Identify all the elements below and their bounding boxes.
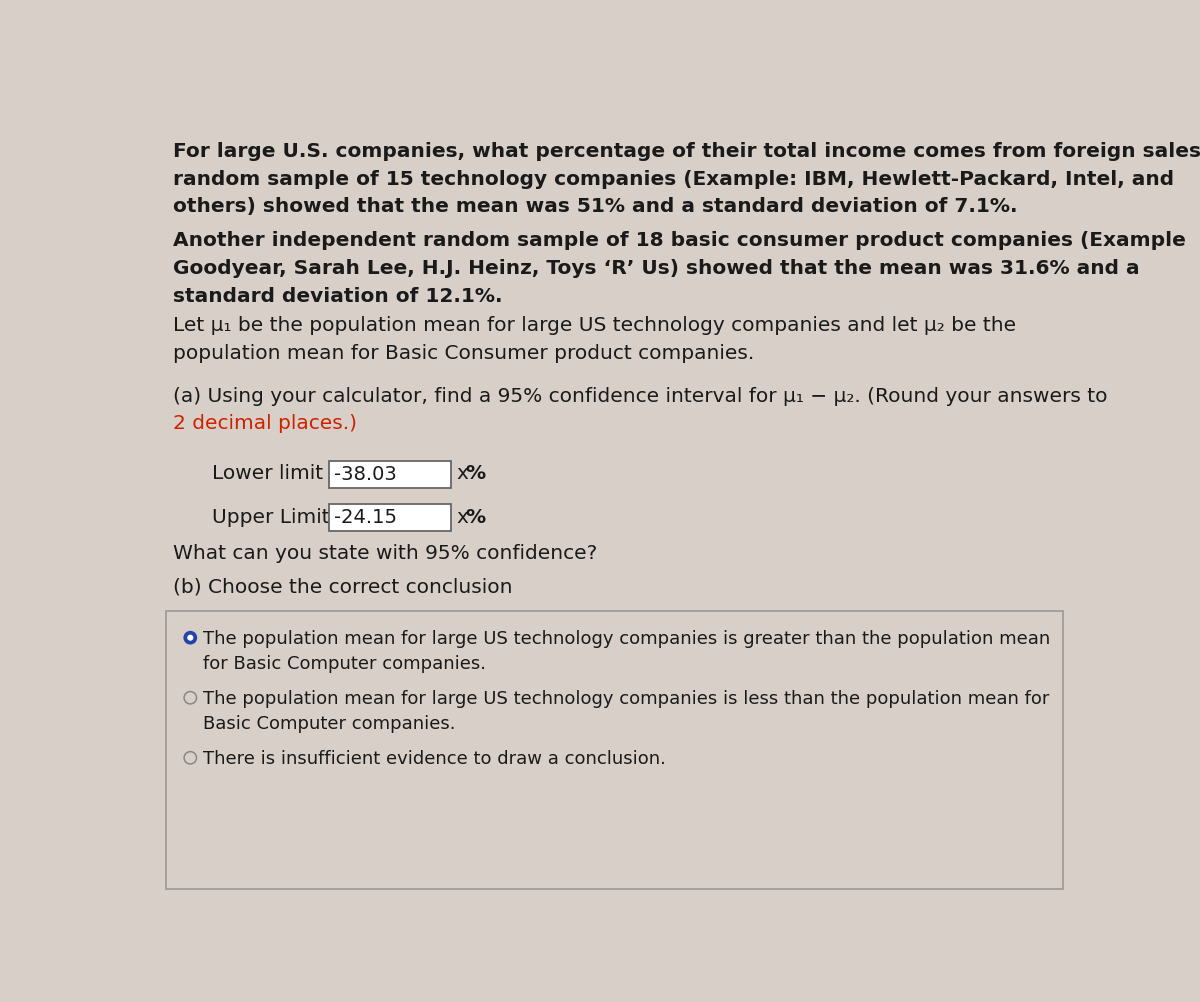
Text: For large U.S. companies, what percentage of their total income comes from forei: For large U.S. companies, what percentag…: [173, 142, 1200, 160]
Circle shape: [184, 631, 197, 644]
FancyBboxPatch shape: [329, 504, 451, 531]
Text: There is insufficient evidence to draw a conclusion.: There is insufficient evidence to draw a…: [203, 750, 666, 769]
Text: Another independent random sample of 18 basic consumer product companies (Exampl: Another independent random sample of 18 …: [173, 231, 1186, 250]
Text: %: %: [466, 465, 486, 483]
Text: random sample of 15 technology companies (Example: IBM, Hewlett-Packard, Intel, : random sample of 15 technology companies…: [173, 169, 1175, 188]
Text: x: x: [456, 465, 468, 483]
Text: Goodyear, Sarah Lee, H.J. Heinz, Toys ‘R’ Us) showed that the mean was 31.6% and: Goodyear, Sarah Lee, H.J. Heinz, Toys ‘R…: [173, 259, 1140, 278]
Text: What can you state with 95% confidence?: What can you state with 95% confidence?: [173, 544, 598, 563]
Text: (a) Using your calculator, find a 95% confidence interval for μ₁ − μ₂. (Round yo: (a) Using your calculator, find a 95% co…: [173, 387, 1108, 406]
Text: -38.03: -38.03: [334, 465, 396, 484]
Circle shape: [184, 691, 197, 703]
FancyBboxPatch shape: [167, 611, 1063, 890]
Circle shape: [188, 635, 193, 640]
Text: The population mean for large US technology companies is greater than the popula: The population mean for large US technol…: [203, 630, 1050, 648]
Text: Let μ₁ be the population mean for large US technology companies and let μ₂ be th: Let μ₁ be the population mean for large …: [173, 316, 1016, 335]
Text: x: x: [456, 508, 468, 526]
Text: Lower limit: Lower limit: [212, 465, 323, 483]
Text: (b) Choose the correct conclusion: (b) Choose the correct conclusion: [173, 577, 512, 596]
Text: -24.15: -24.15: [334, 508, 397, 527]
Text: for Basic Computer companies.: for Basic Computer companies.: [203, 654, 486, 672]
Circle shape: [184, 752, 197, 764]
FancyBboxPatch shape: [329, 461, 451, 488]
Text: population mean for Basic Consumer product companies.: population mean for Basic Consumer produ…: [173, 344, 755, 363]
Text: 2 decimal places.): 2 decimal places.): [173, 415, 358, 434]
Text: %: %: [466, 508, 486, 526]
Text: others) showed that the mean was 51% and a standard deviation of 7.1%.: others) showed that the mean was 51% and…: [173, 197, 1018, 216]
Text: Upper Limit: Upper Limit: [212, 508, 330, 526]
Text: standard deviation of 12.1%.: standard deviation of 12.1%.: [173, 287, 503, 306]
Text: Basic Computer companies.: Basic Computer companies.: [203, 714, 455, 732]
Text: The population mean for large US technology companies is less than the populatio: The population mean for large US technol…: [203, 690, 1049, 708]
